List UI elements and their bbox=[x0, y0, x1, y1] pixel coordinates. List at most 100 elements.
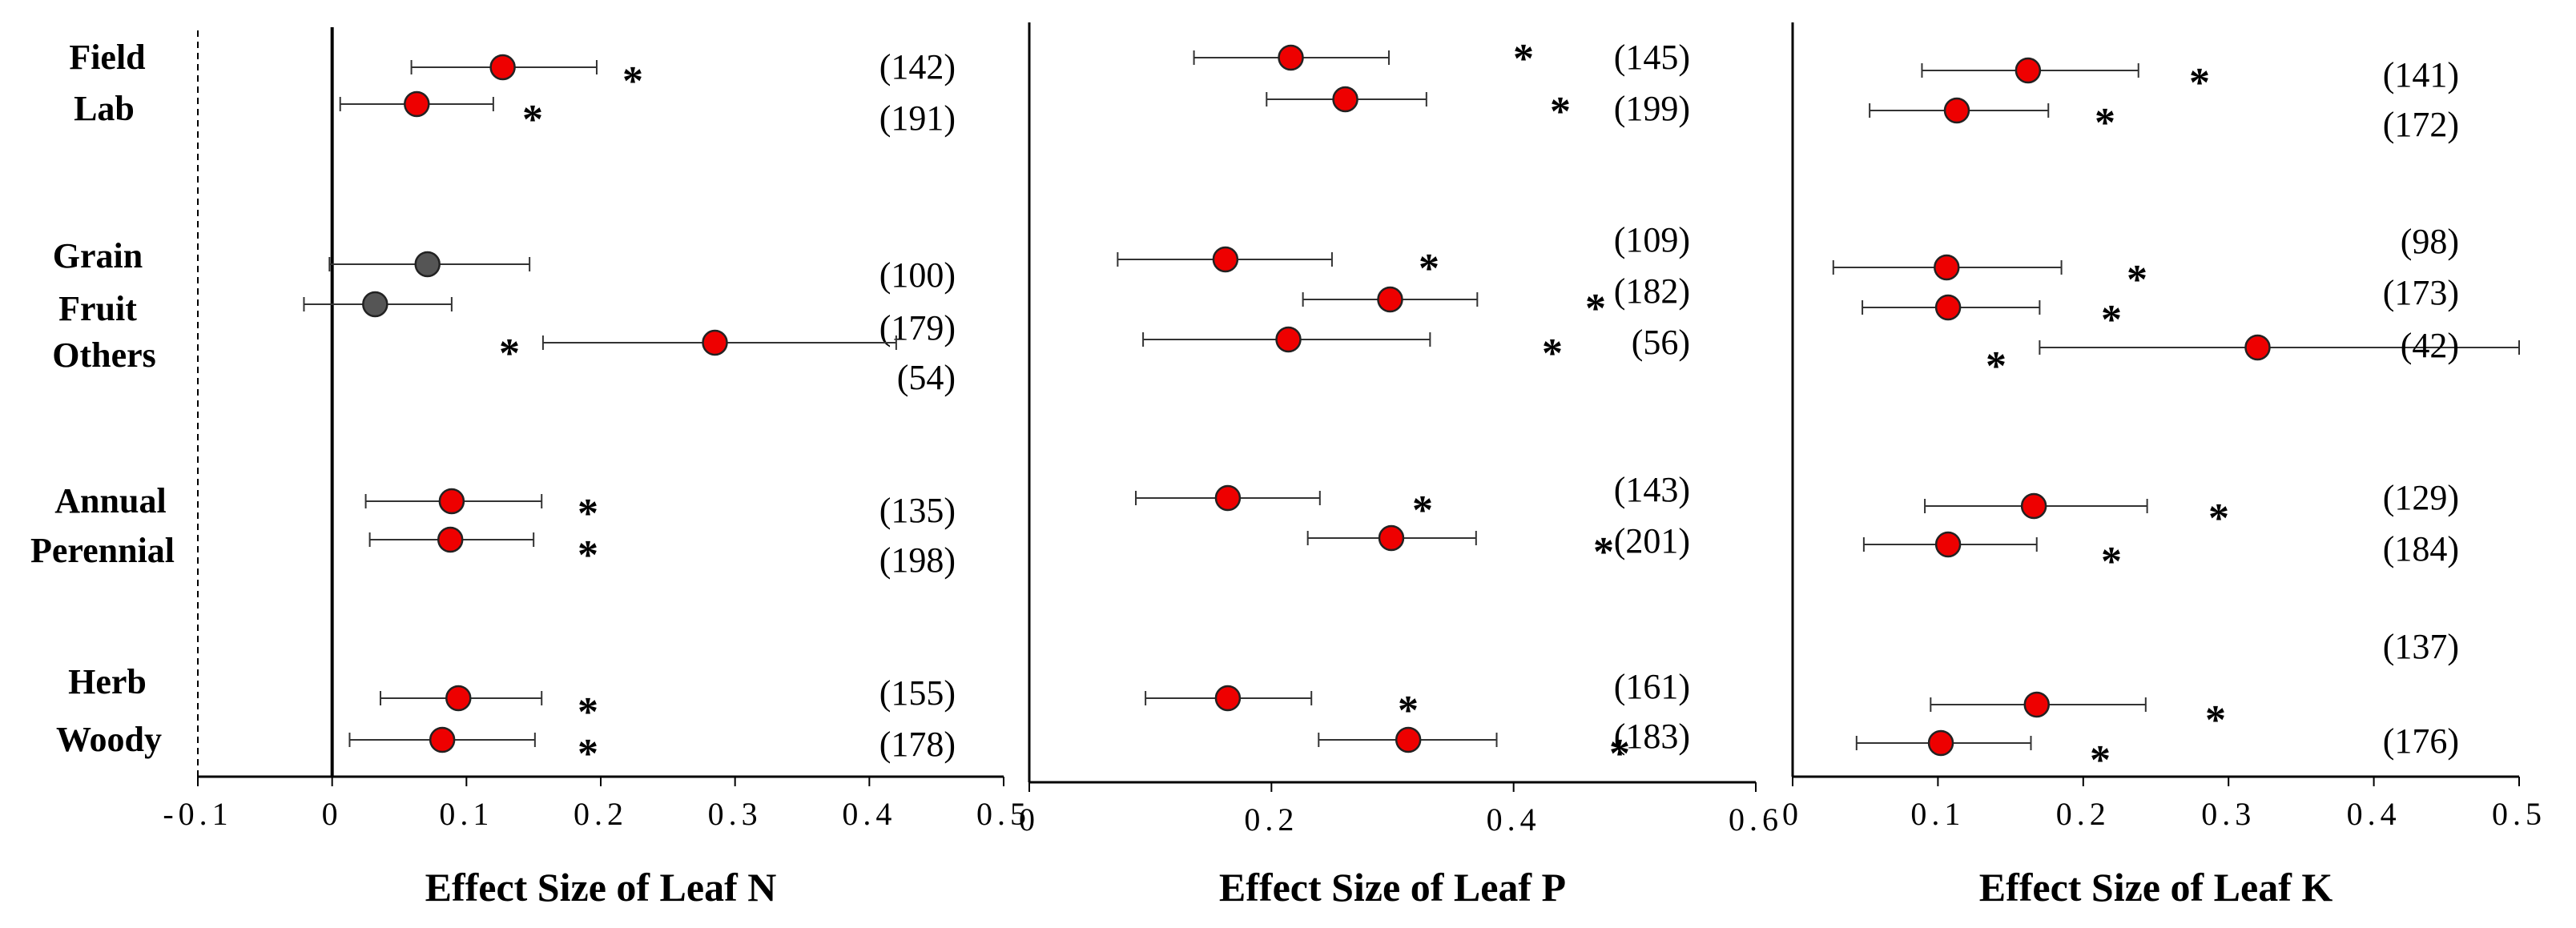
data-point-fruit bbox=[362, 291, 388, 318]
data-point-grain bbox=[1934, 254, 1960, 281]
data-point-field bbox=[2015, 57, 2042, 84]
sample-size-label: (199) bbox=[1614, 89, 1690, 128]
sample-size-label: (137) bbox=[2383, 627, 2459, 666]
data-point-others bbox=[2244, 334, 2271, 361]
sample-size-label: (54) bbox=[897, 358, 956, 397]
panel-leaf-n: -0.1 0 0.1 0.2 0.3 0.4 0.5 Effect Size of Leaf … bbox=[163, 27, 1031, 910]
data-point-grain bbox=[414, 251, 441, 278]
x-tick-label: 0.5 bbox=[2492, 796, 2546, 832]
x-tick-label: 0.4 bbox=[2347, 796, 2401, 832]
panel-leaf-k: 0 0.1 0.2 0.3 0.4 0.5 Effect Size of Leaf K * (1… bbox=[1782, 22, 2546, 910]
data-point-herb bbox=[2023, 691, 2051, 718]
category-label-lab: Lab bbox=[74, 89, 135, 128]
sample-size-label: (179) bbox=[879, 308, 956, 347]
significance-marker: * bbox=[522, 97, 543, 143]
data-point-perennial bbox=[1378, 524, 1405, 552]
significance-marker: * bbox=[2205, 697, 2226, 743]
data-point-lab bbox=[1332, 86, 1358, 113]
x-axis-title: Effect Size of Leaf K bbox=[1979, 865, 2333, 910]
data-point-annual bbox=[438, 488, 465, 515]
x-tick-label: 0.1 bbox=[1910, 796, 1965, 832]
significance-marker: * bbox=[1585, 286, 1606, 331]
sample-size-label: (182) bbox=[1614, 271, 1690, 311]
significance-marker: * bbox=[2189, 60, 2210, 106]
sample-size-label: (172) bbox=[2383, 105, 2459, 144]
category-labels: Field Lab Grain Fruit Others Annual Perennial H… bbox=[30, 30, 199, 777]
sample-size-label: (129) bbox=[2383, 478, 2459, 517]
data-point-fruit bbox=[1377, 286, 1403, 313]
data-point-fruit bbox=[1934, 294, 1962, 321]
sample-size-label: (135) bbox=[879, 491, 956, 530]
x-tick-label: 0.3 bbox=[2201, 796, 2256, 832]
data-point-lab bbox=[1943, 97, 1970, 124]
x-tick-label: 0.2 bbox=[574, 796, 628, 832]
sample-size-label: (56) bbox=[1632, 323, 1690, 362]
significance-marker: * bbox=[1542, 331, 1563, 376]
sample-size-label: (173) bbox=[2383, 273, 2459, 312]
data-point-annual bbox=[1214, 484, 1242, 512]
x-tick-label: 0.6 bbox=[1729, 801, 1783, 838]
sample-size-label: (42) bbox=[2401, 326, 2459, 365]
x-tick-label: 0 bbox=[1019, 801, 1040, 838]
significance-marker: * bbox=[2095, 100, 2115, 146]
sample-size-label: (145) bbox=[1614, 38, 1690, 77]
data-point-field bbox=[1278, 44, 1304, 71]
category-label-herb: Herb bbox=[68, 662, 147, 701]
sample-size-label: (109) bbox=[1614, 220, 1690, 259]
category-label-woody: Woody bbox=[56, 720, 162, 759]
sample-size-label: (184) bbox=[2383, 529, 2459, 568]
data-point-annual bbox=[2020, 492, 2047, 520]
significance-marker: * bbox=[1398, 688, 1419, 733]
sample-size-label: (155) bbox=[879, 673, 956, 713]
significance-marker: * bbox=[1609, 731, 1630, 777]
x-tick-label: 0.2 bbox=[1244, 801, 1298, 838]
category-label-fruit: Fruit bbox=[58, 289, 137, 328]
x-axis-title: Effect Size of Leaf N bbox=[425, 865, 777, 910]
significance-marker: * bbox=[622, 58, 643, 104]
data-point-others bbox=[702, 329, 728, 356]
category-label-grain: Grain bbox=[53, 236, 143, 275]
data-point-grain bbox=[1212, 246, 1239, 273]
sample-size-label: (161) bbox=[1614, 667, 1690, 706]
data-point-field bbox=[489, 54, 516, 81]
significance-marker: * bbox=[578, 532, 598, 578]
x-tick-label: 0 bbox=[322, 796, 343, 832]
sample-size-label: (143) bbox=[1614, 470, 1690, 509]
data-point-woody bbox=[1927, 729, 1954, 757]
x-tick-label: 0 bbox=[1782, 796, 1803, 832]
significance-marker: * bbox=[2208, 496, 2229, 541]
category-label-annual: Annual bbox=[54, 481, 166, 520]
x-tick-label: -0.1 bbox=[163, 796, 232, 832]
category-label-field: Field bbox=[69, 38, 145, 77]
significance-marker: * bbox=[1419, 246, 1439, 291]
sample-size-label: (141) bbox=[2383, 55, 2459, 94]
sample-size-label: (98) bbox=[2401, 222, 2459, 261]
significance-marker: * bbox=[1550, 89, 1571, 135]
data-point-others bbox=[1275, 326, 1302, 353]
data-point-herb bbox=[1214, 685, 1242, 712]
significance-marker: * bbox=[2127, 257, 2147, 303]
data-point-perennial bbox=[1934, 531, 1962, 558]
sample-size-label: (198) bbox=[879, 540, 956, 580]
significance-marker: * bbox=[1593, 529, 1614, 575]
x-tick-label: 0.2 bbox=[2056, 796, 2111, 832]
x-tick-label: 0.4 bbox=[842, 796, 896, 832]
sample-size-label: (100) bbox=[879, 255, 956, 295]
x-tick-label: 0.3 bbox=[708, 796, 763, 832]
data-point-herb bbox=[445, 685, 472, 712]
significance-marker: * bbox=[578, 731, 598, 777]
sample-size-label: (183) bbox=[1614, 717, 1690, 756]
data-point-perennial bbox=[437, 526, 464, 553]
x-tick-label: 0.4 bbox=[1487, 801, 1541, 838]
category-label-others: Others bbox=[52, 335, 156, 375]
category-label-perennial: Perennial bbox=[30, 531, 175, 570]
x-tick-label: 0.5 bbox=[976, 796, 1031, 832]
data-point-lab bbox=[404, 90, 430, 118]
sample-size-label: (176) bbox=[2383, 721, 2459, 761]
data-point-woody bbox=[1395, 726, 1422, 753]
significance-marker: * bbox=[2101, 297, 2122, 343]
x-tick-label: 0.1 bbox=[439, 796, 493, 832]
significance-marker: * bbox=[1986, 343, 2006, 389]
significance-marker: * bbox=[578, 491, 598, 536]
